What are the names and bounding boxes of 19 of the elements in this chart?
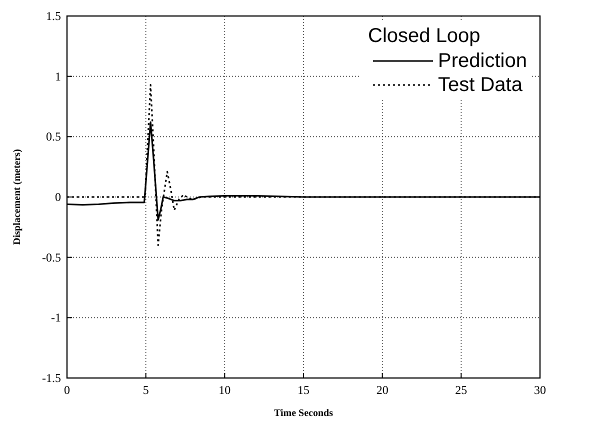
y-axis-title: Displacement (meters) xyxy=(12,149,23,245)
x-tick-label: 5 xyxy=(142,383,149,397)
y-tick-label: 1 xyxy=(55,69,61,84)
x-axis-title: Time Seconds xyxy=(274,408,334,419)
legend-label: Test Data xyxy=(438,74,524,96)
y-tick-label: 0.5 xyxy=(46,130,61,144)
y-tick-label: -1.5 xyxy=(42,371,61,385)
x-tick-label: 15 xyxy=(298,383,310,397)
x-tick-label: 25 xyxy=(455,383,468,397)
y-tick-label: -1 xyxy=(51,310,61,325)
x-tick-label: 10 xyxy=(218,383,231,397)
legend-label: Prediction xyxy=(438,50,527,72)
x-tick-label: 20 xyxy=(376,383,388,397)
y-tick-label: 0 xyxy=(55,190,61,204)
legend-title: Closed Loop xyxy=(368,25,480,47)
x-tick-label: 0 xyxy=(64,383,70,397)
y-tick-label: -0.5 xyxy=(42,250,61,264)
x-tick-label: 30 xyxy=(534,383,546,397)
y-tick-label: 1.5 xyxy=(46,9,61,23)
